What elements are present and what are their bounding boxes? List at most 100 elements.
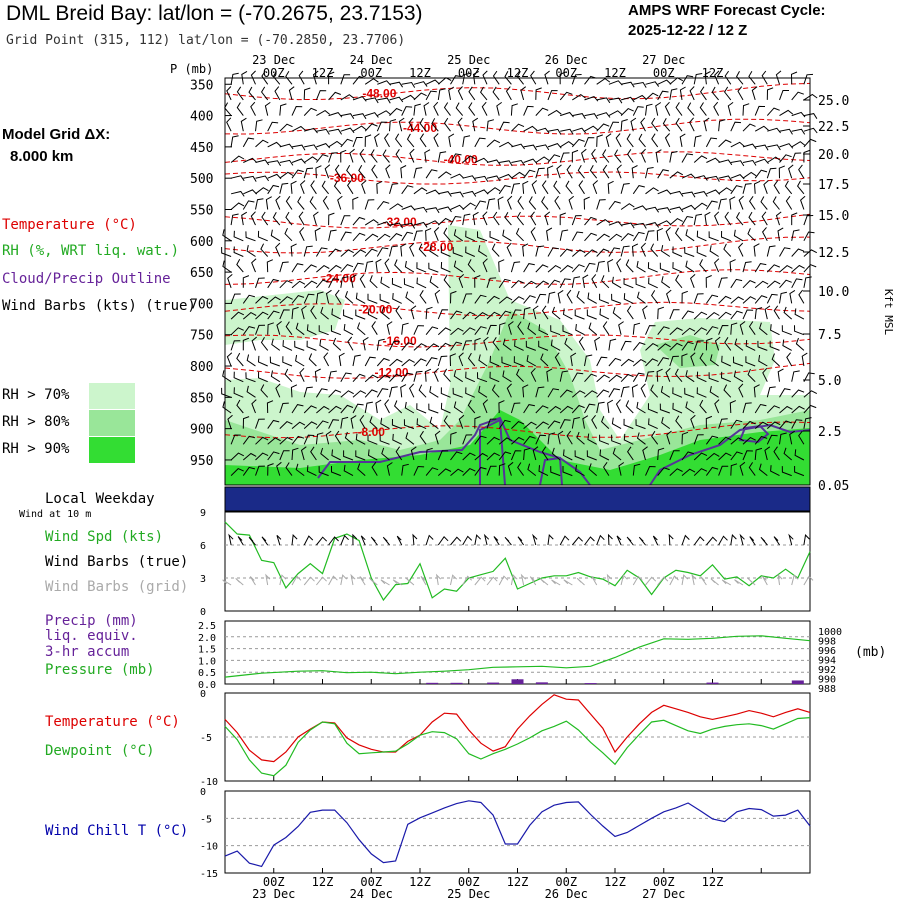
wind-barb (392, 433, 402, 445)
wind-barb (572, 93, 586, 101)
wind-barb (423, 102, 430, 116)
wind-barb (226, 117, 232, 132)
wind-barb (742, 402, 752, 414)
wind-barb (770, 465, 780, 477)
wind-barb (316, 264, 330, 273)
wind-barb (632, 185, 645, 195)
wind-barb (608, 357, 622, 367)
wind-barb (502, 338, 512, 351)
wind-barb (705, 337, 713, 351)
wind-barb (666, 289, 672, 304)
wind-barb (766, 405, 780, 414)
wind-chill-line (224, 800, 811, 868)
wind-barb (340, 138, 354, 148)
wind-barb (718, 418, 728, 429)
wind-barb (507, 461, 514, 476)
wind-barb (766, 280, 781, 289)
wind-barb (498, 310, 512, 320)
surface-wind-barb-grid (576, 577, 585, 586)
wind-barb (803, 93, 818, 101)
wind-barb (425, 79, 440, 85)
isotherm-line (225, 151, 810, 166)
wind-barb (681, 75, 694, 85)
wind-barb (401, 372, 413, 382)
wind-barb (364, 219, 379, 226)
date-tick-bottom: 23 Dec (252, 887, 295, 900)
wind-barb (647, 262, 658, 273)
wind-barb (608, 221, 623, 227)
wind-barb (596, 248, 610, 257)
local-weekday-label: Local Weekday (45, 491, 155, 507)
wind-barb (389, 373, 403, 383)
wind-barb (267, 437, 281, 445)
wind-barb (714, 399, 720, 414)
wind-barb (255, 119, 263, 132)
wind-barb (285, 196, 293, 210)
temperature2-legend: Temperature (°C) (45, 714, 180, 730)
wind-barb (779, 291, 788, 304)
wind-barb (285, 70, 293, 85)
wind-barb (718, 436, 732, 445)
wind-barb (507, 195, 513, 210)
wind-barb (651, 133, 659, 148)
wind-barb (657, 306, 665, 320)
wind-barb (596, 123, 610, 132)
wind-barb (312, 70, 319, 85)
wind-barb (611, 276, 622, 289)
wind-barb (754, 295, 768, 304)
wind-barb (523, 144, 538, 151)
wind-barbs-legend: Wind Barbs (kts) (true) (2, 298, 196, 314)
wind-barb (511, 171, 525, 179)
wind-barb (578, 180, 585, 195)
wind-barb (766, 245, 776, 257)
wind-barb (696, 230, 707, 242)
wind-barb (462, 340, 473, 351)
wind-barb (467, 399, 476, 414)
wind-barb (340, 416, 349, 429)
wind-barb (511, 296, 525, 304)
wind-barb (501, 356, 512, 367)
isotherm-label: -48.00 (362, 87, 396, 101)
pressure-tick-label: 990 (818, 675, 836, 686)
wind-barb (571, 417, 580, 429)
surface-wind-barb-grid (486, 576, 498, 586)
date-tick-bottom: 26 Dec (545, 887, 588, 900)
wind-barb (352, 373, 366, 383)
wind-barb (357, 463, 366, 476)
date-tick-bottom: 24 Dec (350, 887, 393, 900)
wind-barb (517, 321, 525, 335)
surface-wind-barb-grid (420, 576, 427, 586)
wind-barb (255, 187, 269, 195)
wind-barb (718, 295, 732, 304)
wind-barb (364, 260, 374, 273)
wind-barb (267, 419, 280, 429)
wind-barb (499, 160, 513, 167)
wind-barb (620, 386, 630, 398)
isotherm-label: -12.00 (375, 365, 409, 379)
wind-barb (514, 340, 524, 351)
wind-barb (511, 123, 525, 132)
height-tick-label: 7.5 (818, 328, 841, 343)
wind-barb (694, 191, 708, 197)
wind-barb (550, 466, 561, 477)
wind-barb (315, 165, 322, 179)
wind-barb (498, 278, 511, 289)
date-tick-top: 24 Dec (350, 53, 393, 67)
wind-barb (486, 452, 500, 461)
surface-wind-barb-grid (328, 575, 338, 586)
wind-barb (657, 90, 669, 101)
wind-barb (279, 159, 294, 166)
wind-barb (343, 464, 354, 477)
wind-barb (250, 101, 256, 116)
wind-barb (757, 340, 768, 351)
weekday-band-left (225, 487, 810, 511)
wind-barb (377, 80, 392, 86)
wind-barb (355, 450, 366, 461)
wind-barb (355, 309, 366, 320)
wind-barb (642, 446, 648, 461)
surface-wind-barb-true (739, 533, 745, 546)
wind-barb (632, 322, 641, 335)
pressure-tick-label: 400 (190, 110, 213, 125)
precip-tick-label: 1.0 (198, 656, 216, 667)
wind-barb (562, 325, 573, 336)
